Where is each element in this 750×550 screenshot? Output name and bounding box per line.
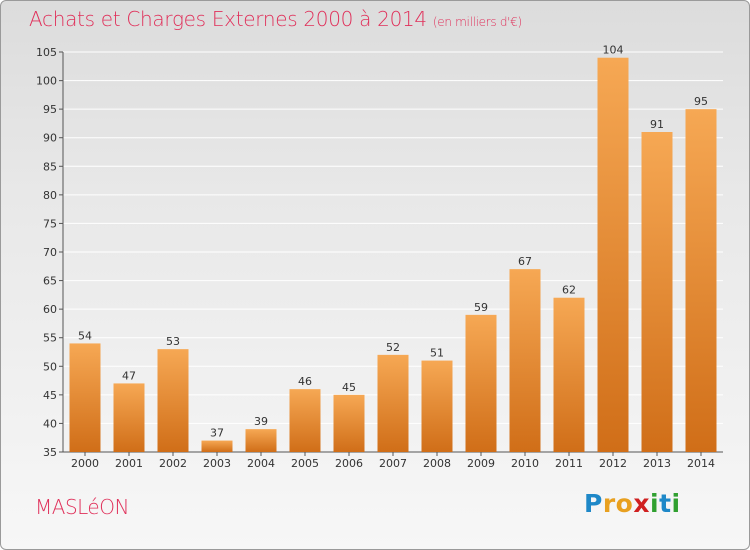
bar — [333, 394, 365, 452]
bar — [553, 297, 585, 452]
data-label: 37 — [210, 427, 224, 440]
bar — [245, 429, 277, 452]
bar — [201, 440, 233, 452]
data-label: 45 — [342, 381, 356, 394]
data-label: 95 — [694, 95, 708, 108]
y-tick-label: 35 — [43, 446, 57, 459]
data-label: 51 — [430, 347, 444, 360]
x-tick-label: 2006 — [335, 457, 363, 470]
x-tick-label: 2000 — [71, 457, 99, 470]
bar — [597, 57, 629, 452]
data-label: 54 — [78, 329, 92, 342]
y-tick-label: 75 — [43, 217, 57, 230]
chart-unit-note: (en milliers d'€) — [432, 15, 522, 29]
x-tick-label: 2001 — [115, 457, 143, 470]
logo-letter: x — [633, 489, 650, 518]
bar — [113, 383, 145, 452]
x-tick-label: 2003 — [203, 457, 231, 470]
y-tick-label: 90 — [43, 132, 57, 145]
y-tick-label: 95 — [43, 103, 57, 116]
chart-title: Achats et Charges Externes 2000 à 2014 (e… — [29, 7, 522, 31]
data-label: 53 — [166, 335, 180, 348]
data-label: 39 — [254, 415, 268, 428]
y-tick-label: 40 — [43, 417, 57, 430]
bar — [465, 314, 497, 452]
x-tick-label: 2012 — [599, 457, 627, 470]
bar — [377, 354, 409, 452]
data-label: 91 — [650, 118, 664, 131]
data-label: 52 — [386, 341, 400, 354]
logo-letter: r — [602, 489, 616, 518]
logo-letter: P — [584, 489, 603, 518]
x-tick-label: 2014 — [687, 457, 715, 470]
y-tick-label: 55 — [43, 332, 57, 345]
x-tick-label: 2007 — [379, 457, 407, 470]
data-label: 46 — [298, 375, 312, 388]
bar — [641, 132, 673, 452]
proxiti-logo: Proxiti — [584, 489, 681, 518]
logo-letter: o — [615, 489, 634, 518]
bar — [157, 349, 189, 452]
y-tick-label: 105 — [36, 46, 57, 59]
x-tick-label: 2009 — [467, 457, 495, 470]
x-tick-label: 2005 — [291, 457, 319, 470]
bar — [685, 109, 717, 453]
y-tick-label: 60 — [43, 303, 57, 316]
logo-letter: i — [650, 489, 660, 518]
x-tick-label: 2004 — [247, 457, 275, 470]
x-tick-label: 2010 — [511, 457, 539, 470]
data-label: 104 — [603, 44, 624, 57]
y-tick-label: 70 — [43, 246, 57, 259]
y-tick-label: 100 — [36, 75, 57, 88]
data-label: 62 — [562, 284, 576, 297]
x-tick-label: 2011 — [555, 457, 583, 470]
y-tick-label: 85 — [43, 160, 57, 173]
x-tick-label: 2013 — [643, 457, 671, 470]
x-tick-label: 2002 — [159, 457, 187, 470]
y-tick-label: 45 — [43, 389, 57, 402]
bar — [509, 269, 541, 452]
logo-letter: t — [659, 489, 672, 518]
data-label: 67 — [518, 255, 532, 268]
commune-name: MASLéON — [35, 495, 129, 519]
bar — [421, 360, 453, 452]
y-tick-label: 50 — [43, 360, 57, 373]
y-tick-label: 65 — [43, 275, 57, 288]
bar — [69, 343, 101, 452]
bar — [289, 389, 321, 452]
logo-letter: i — [671, 489, 681, 518]
data-label: 59 — [474, 301, 488, 314]
data-label: 47 — [122, 369, 136, 382]
y-tick-label: 80 — [43, 189, 57, 202]
x-tick-label: 2008 — [423, 457, 451, 470]
chart-title-text: Achats et Charges Externes 2000 à 2014 — [29, 7, 427, 31]
